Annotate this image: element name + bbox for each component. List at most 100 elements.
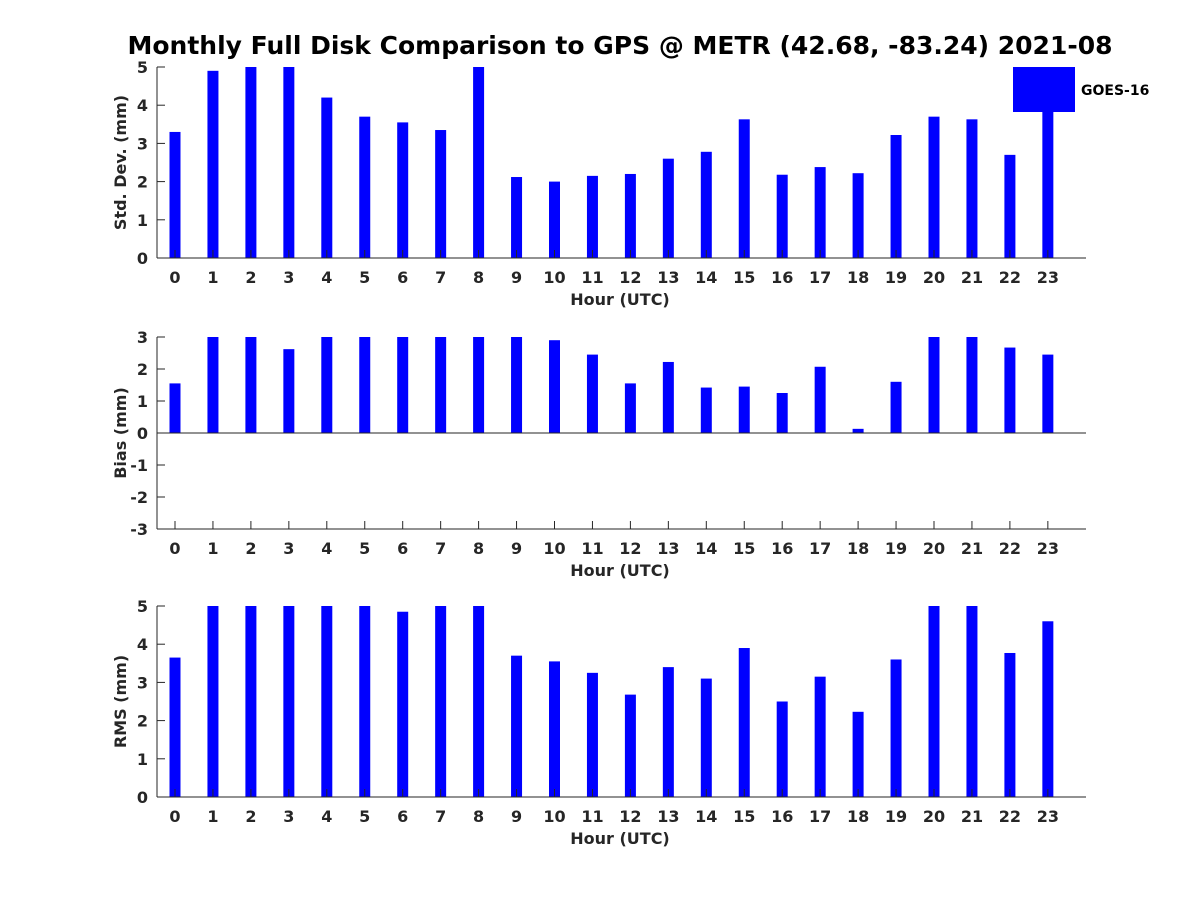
bar-hour-23 xyxy=(1042,354,1054,433)
x-tick-label: 10 xyxy=(543,268,565,287)
bar-hour-18 xyxy=(852,711,864,797)
bar-hour-2 xyxy=(245,337,257,433)
x-tick-label: 3 xyxy=(283,807,294,826)
x-tick-label: 21 xyxy=(961,807,983,826)
y-tick-label: 2 xyxy=(137,712,148,731)
x-tick-label: 2 xyxy=(245,807,256,826)
x-tick-label: 22 xyxy=(999,268,1021,287)
x-tick-label: 9 xyxy=(511,539,522,558)
bar-hour-18 xyxy=(852,428,864,433)
x-tick-label: 14 xyxy=(695,807,717,826)
x-tick-label: 10 xyxy=(543,539,565,558)
y-tick-label: 2 xyxy=(137,173,148,192)
y-tick-label: 4 xyxy=(137,635,148,654)
y-tick-label: 1 xyxy=(137,392,148,411)
bar-hour-20 xyxy=(928,337,940,433)
bar-hour-0 xyxy=(169,131,181,258)
x-tick-label: 4 xyxy=(321,268,332,287)
bar-hour-16 xyxy=(776,701,788,797)
x-tick-label: 11 xyxy=(581,268,603,287)
x-tick-label: 23 xyxy=(1037,539,1059,558)
bar-hour-19 xyxy=(890,659,902,797)
bar-hour-4 xyxy=(321,606,333,797)
x-tick-label: 19 xyxy=(885,268,907,287)
bar-hour-17 xyxy=(814,167,826,258)
x-tick-label: 19 xyxy=(885,539,907,558)
y-tick-label: 3 xyxy=(137,134,148,153)
bar-hour-6 xyxy=(397,611,409,797)
bar-hour-17 xyxy=(814,676,826,797)
bar-hour-1 xyxy=(207,337,219,433)
bar-hour-22 xyxy=(1004,154,1016,258)
bar-hour-23 xyxy=(1042,621,1054,797)
x-tick-label: 12 xyxy=(619,268,641,287)
x-tick-label: 23 xyxy=(1037,268,1059,287)
x-tick-label: 16 xyxy=(771,268,793,287)
y-axis-label: Std. Dev. (mm) xyxy=(111,95,130,230)
x-tick-label: 20 xyxy=(923,807,945,826)
y-tick-label: 0 xyxy=(137,249,148,268)
x-tick-label: 11 xyxy=(581,539,603,558)
x-tick-label: 22 xyxy=(999,807,1021,826)
bar-hour-3 xyxy=(283,606,295,797)
x-tick-label: 13 xyxy=(657,807,679,826)
bar-hour-7 xyxy=(435,337,447,433)
bar-hour-14 xyxy=(700,387,712,433)
x-tick-label: 21 xyxy=(961,268,983,287)
y-tick-label: -2 xyxy=(130,488,148,507)
x-tick-label: 0 xyxy=(169,268,180,287)
bar-hour-10 xyxy=(549,181,560,258)
bar-hour-14 xyxy=(700,151,712,258)
bar-hour-6 xyxy=(397,122,409,258)
x-tick-label: 0 xyxy=(169,807,180,826)
legend: GOES-16 xyxy=(1013,67,1149,112)
x-tick-label: 17 xyxy=(809,539,831,558)
x-tick-label: 9 xyxy=(511,268,522,287)
bar-hour-20 xyxy=(928,116,940,258)
x-tick-label: 22 xyxy=(999,539,1021,558)
y-tick-label: 5 xyxy=(137,58,148,77)
x-tick-label: 5 xyxy=(359,268,370,287)
x-tick-label: 11 xyxy=(581,807,603,826)
bar-hour-18 xyxy=(852,173,864,258)
x-tick-label: 21 xyxy=(961,539,983,558)
y-tick-label: 2 xyxy=(137,360,148,379)
x-tick-label: 7 xyxy=(435,539,446,558)
y-axis-label: RMS (mm) xyxy=(111,655,130,748)
x-tick-label: 10 xyxy=(543,807,565,826)
legend-swatch xyxy=(1013,67,1075,112)
bar-hour-9 xyxy=(511,655,523,797)
bar-hour-5 xyxy=(359,606,371,797)
bar-hour-7 xyxy=(435,130,447,258)
x-tick-label: 14 xyxy=(695,539,717,558)
x-tick-label: 18 xyxy=(847,539,869,558)
bar-hour-13 xyxy=(662,158,674,258)
x-tick-label: 20 xyxy=(923,539,945,558)
x-tick-label: 8 xyxy=(473,807,484,826)
y-tick-label: -3 xyxy=(130,520,148,539)
x-tick-label: 19 xyxy=(885,807,907,826)
x-tick-label: 23 xyxy=(1037,807,1059,826)
bar-hour-8 xyxy=(473,606,485,797)
x-tick-label: 8 xyxy=(473,539,484,558)
x-tick-label: 2 xyxy=(245,539,256,558)
bar-hour-15 xyxy=(738,648,750,797)
bar-hour-9 xyxy=(511,177,523,258)
x-axis-label: Hour (UTC) xyxy=(570,561,670,580)
x-tick-label: 9 xyxy=(511,807,522,826)
bar-hour-5 xyxy=(359,116,371,258)
bar-hour-5 xyxy=(359,337,371,433)
bar-hour-15 xyxy=(738,386,750,433)
bar-hour-21 xyxy=(966,119,978,258)
bar-hour-12 xyxy=(624,173,636,258)
x-tick-label: 3 xyxy=(283,539,294,558)
bar-hour-4 xyxy=(321,97,333,258)
bar-hour-16 xyxy=(776,174,788,258)
bar-hour-7 xyxy=(435,606,447,797)
x-tick-label: 12 xyxy=(619,807,641,826)
y-tick-label: 0 xyxy=(137,424,148,443)
